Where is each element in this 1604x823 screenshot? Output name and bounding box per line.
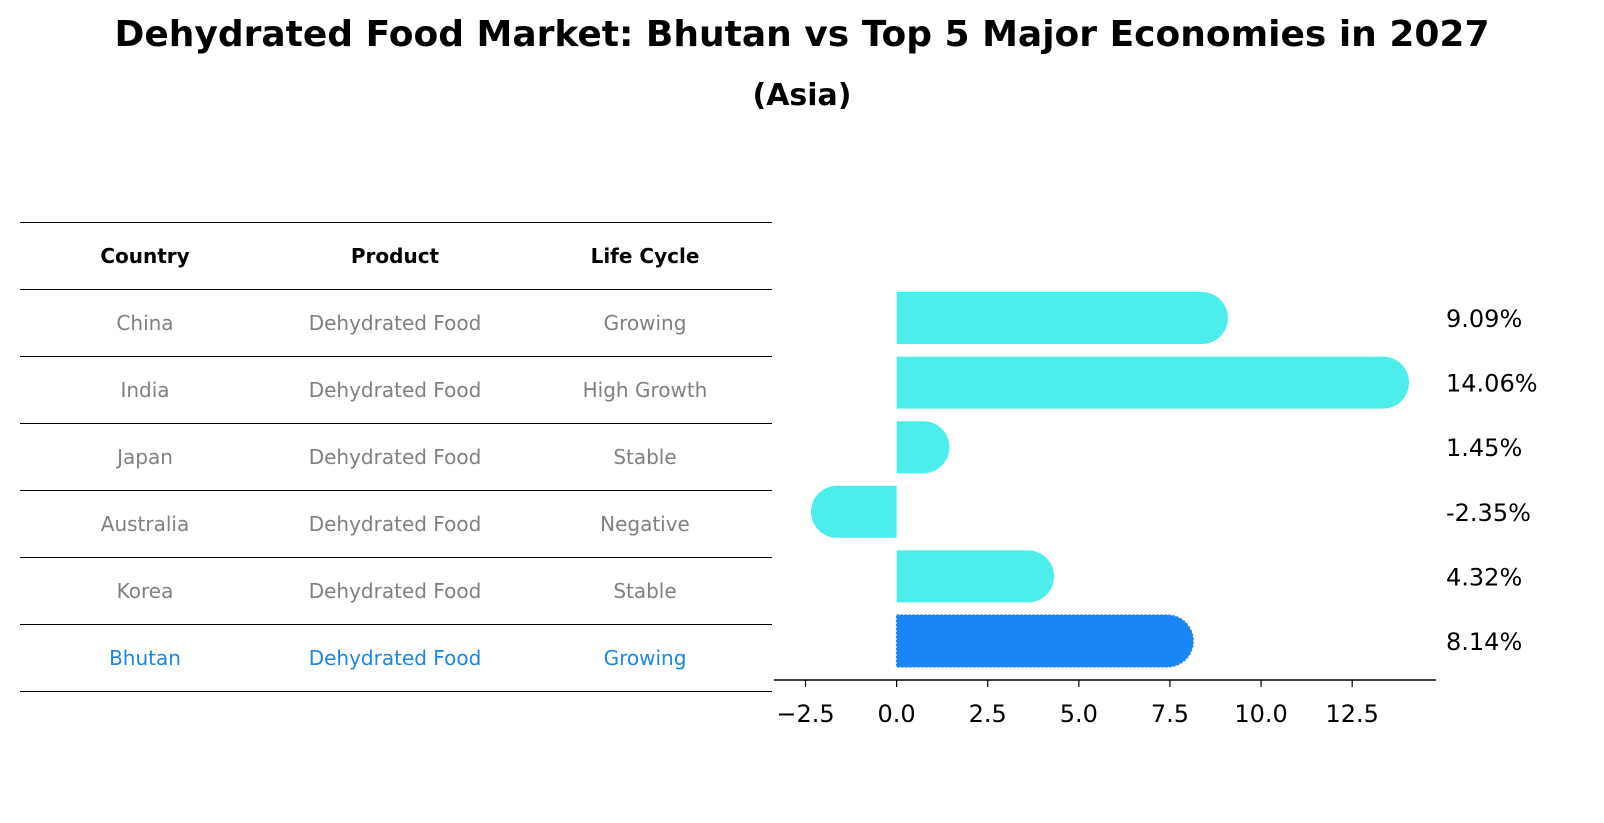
table-row: Australia Dehydrated Food Negative <box>20 490 772 557</box>
value-label: 1.45% <box>1446 434 1522 462</box>
bar-india <box>896 356 1410 409</box>
bar-china <box>896 292 1228 344</box>
cell-product: Dehydrated Food <box>308 445 482 469</box>
cell-life-cycle: Stable <box>613 445 677 469</box>
cell-life-cycle: High Growth <box>582 378 708 402</box>
cell-product: Dehydrated Food <box>308 579 482 603</box>
cell-country: Japan <box>117 445 173 469</box>
market-table: Country Product Life Cycle China Dehydra… <box>20 222 772 692</box>
bar-chart: 9.09% 14.06% 1.45% -2.35% 4.32% 8.14% −2.5 0.0 2… <box>774 292 1538 728</box>
value-label: 8.14% <box>1446 628 1522 656</box>
x-tick-label: 2.5 <box>969 700 1007 728</box>
table-header-row: Country Product Life Cycle <box>20 222 772 289</box>
cell-life-cycle: Growing <box>603 646 687 670</box>
table-row-highlight: Bhutan Dehydrated Food Growing <box>20 624 772 692</box>
cell-life-cycle: Stable <box>613 579 677 603</box>
cell-country: India <box>120 378 170 402</box>
header-life-cycle: Life Cycle <box>590 244 700 268</box>
value-label: 14.06% <box>1446 370 1538 398</box>
x-tick-label: 10.0 <box>1234 700 1287 728</box>
cell-life-cycle: Growing <box>603 311 687 335</box>
x-tick-label: −2.5 <box>776 700 834 728</box>
table-row: China Dehydrated Food Growing <box>20 289 772 356</box>
cell-product: Dehydrated Food <box>308 512 482 536</box>
cell-life-cycle: Negative <box>600 512 690 536</box>
cell-product: Dehydrated Food <box>308 378 482 402</box>
bar-bhutan <box>895 614 1195 668</box>
value-label: 4.32% <box>1446 563 1522 591</box>
table-row: Korea Dehydrated Food Stable <box>20 557 772 624</box>
cell-product: Dehydrated Food <box>308 646 482 670</box>
value-label: -2.35% <box>1446 499 1531 527</box>
chart-title: Dehydrated Food Market: Bhutan vs Top 5 … <box>114 14 1490 55</box>
x-tick-label: 12.5 <box>1325 700 1378 728</box>
x-tick-label: 0.0 <box>878 700 916 728</box>
bar-japan <box>896 421 950 474</box>
cell-product: Dehydrated Food <box>308 311 482 335</box>
value-label: 9.09% <box>1446 305 1522 333</box>
cell-country: Bhutan <box>109 646 181 670</box>
cell-country: China <box>116 311 174 335</box>
x-tick-label: 7.5 <box>1151 700 1189 728</box>
bar-korea <box>896 550 1055 603</box>
x-tick-label: 5.0 <box>1060 700 1098 728</box>
table-row: Japan Dehydrated Food Stable <box>20 423 772 490</box>
cell-country: Korea <box>116 579 174 603</box>
header-product: Product <box>350 244 440 268</box>
table-row: India Dehydrated Food High Growth <box>20 356 772 423</box>
chart-subtitle: (Asia) <box>752 78 852 113</box>
cell-country: Australia <box>100 512 190 536</box>
bar-australia <box>810 485 897 538</box>
header-country: Country <box>100 244 190 268</box>
